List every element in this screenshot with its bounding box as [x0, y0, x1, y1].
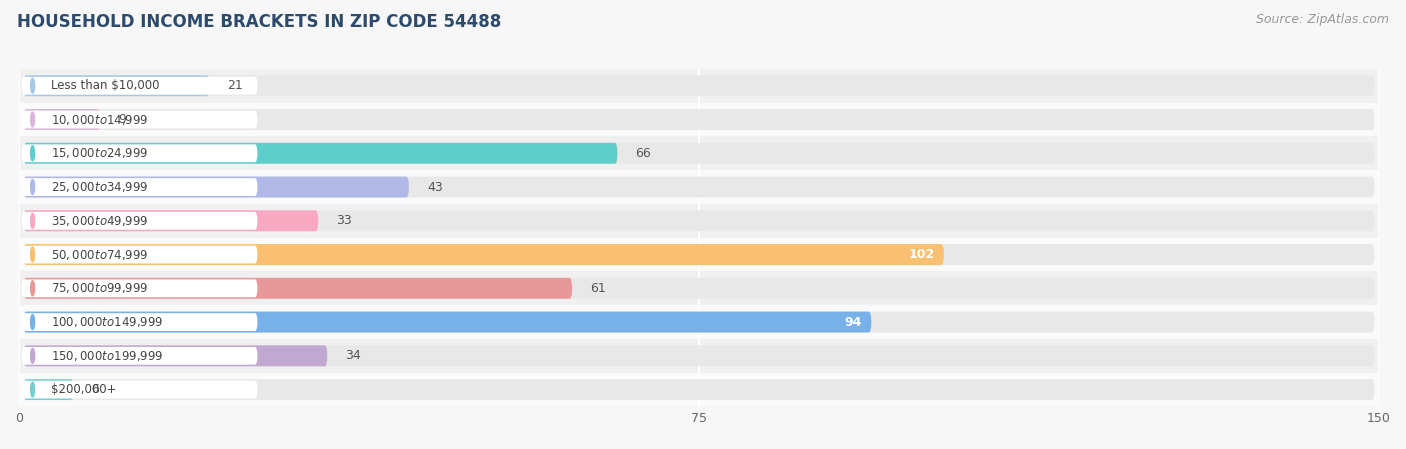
Text: $35,000 to $49,999: $35,000 to $49,999 — [51, 214, 148, 228]
FancyBboxPatch shape — [24, 75, 209, 96]
FancyBboxPatch shape — [21, 212, 257, 230]
Text: $150,000 to $199,999: $150,000 to $199,999 — [51, 349, 163, 363]
Bar — [20, 136, 1379, 170]
FancyBboxPatch shape — [24, 210, 1375, 231]
Text: 66: 66 — [636, 147, 651, 160]
FancyBboxPatch shape — [21, 178, 257, 196]
Circle shape — [31, 146, 35, 161]
Text: 102: 102 — [908, 248, 935, 261]
Circle shape — [31, 78, 35, 93]
Text: 21: 21 — [228, 79, 243, 92]
FancyBboxPatch shape — [24, 278, 1375, 299]
Bar — [20, 238, 1379, 272]
FancyBboxPatch shape — [21, 347, 257, 365]
FancyBboxPatch shape — [21, 381, 257, 398]
Text: $10,000 to $14,999: $10,000 to $14,999 — [51, 113, 148, 127]
FancyBboxPatch shape — [24, 244, 943, 265]
FancyBboxPatch shape — [24, 176, 1375, 198]
Circle shape — [31, 213, 35, 228]
FancyBboxPatch shape — [24, 210, 318, 231]
Bar — [20, 373, 1379, 406]
Bar — [20, 339, 1379, 373]
FancyBboxPatch shape — [24, 345, 328, 366]
Circle shape — [31, 348, 35, 363]
Bar — [20, 272, 1379, 305]
Circle shape — [31, 382, 35, 397]
FancyBboxPatch shape — [21, 246, 257, 264]
Bar — [20, 204, 1379, 238]
Circle shape — [31, 315, 35, 330]
FancyBboxPatch shape — [24, 143, 617, 164]
Text: 34: 34 — [346, 349, 361, 362]
Text: $15,000 to $24,999: $15,000 to $24,999 — [51, 146, 148, 160]
Bar — [20, 69, 1379, 103]
Text: 94: 94 — [845, 316, 862, 329]
FancyBboxPatch shape — [21, 77, 257, 95]
FancyBboxPatch shape — [21, 279, 257, 297]
Text: Less than $10,000: Less than $10,000 — [51, 79, 159, 92]
FancyBboxPatch shape — [24, 176, 409, 198]
FancyBboxPatch shape — [24, 109, 1375, 130]
Circle shape — [31, 180, 35, 194]
FancyBboxPatch shape — [21, 145, 257, 162]
Circle shape — [31, 281, 35, 296]
Text: 9: 9 — [118, 113, 127, 126]
FancyBboxPatch shape — [24, 312, 872, 333]
Text: HOUSEHOLD INCOME BRACKETS IN ZIP CODE 54488: HOUSEHOLD INCOME BRACKETS IN ZIP CODE 54… — [17, 13, 501, 31]
FancyBboxPatch shape — [24, 345, 1375, 366]
FancyBboxPatch shape — [24, 379, 73, 400]
FancyBboxPatch shape — [24, 109, 101, 130]
Text: $200,000+: $200,000+ — [51, 383, 117, 396]
FancyBboxPatch shape — [24, 143, 1375, 164]
FancyBboxPatch shape — [24, 379, 1375, 400]
Circle shape — [31, 112, 35, 127]
Text: 33: 33 — [336, 214, 352, 227]
Text: $50,000 to $74,999: $50,000 to $74,999 — [51, 247, 148, 262]
Text: $100,000 to $149,999: $100,000 to $149,999 — [51, 315, 163, 329]
FancyBboxPatch shape — [24, 278, 572, 299]
Bar — [20, 305, 1379, 339]
FancyBboxPatch shape — [24, 312, 1375, 333]
Bar — [20, 170, 1379, 204]
FancyBboxPatch shape — [24, 75, 1375, 96]
Text: 6: 6 — [91, 383, 100, 396]
Text: Source: ZipAtlas.com: Source: ZipAtlas.com — [1256, 13, 1389, 26]
Text: 61: 61 — [591, 282, 606, 295]
Text: $25,000 to $34,999: $25,000 to $34,999 — [51, 180, 148, 194]
FancyBboxPatch shape — [21, 110, 257, 128]
Text: 43: 43 — [427, 180, 443, 194]
Text: $75,000 to $99,999: $75,000 to $99,999 — [51, 282, 148, 295]
Circle shape — [31, 247, 35, 262]
Bar — [20, 103, 1379, 136]
FancyBboxPatch shape — [21, 313, 257, 331]
FancyBboxPatch shape — [24, 244, 1375, 265]
